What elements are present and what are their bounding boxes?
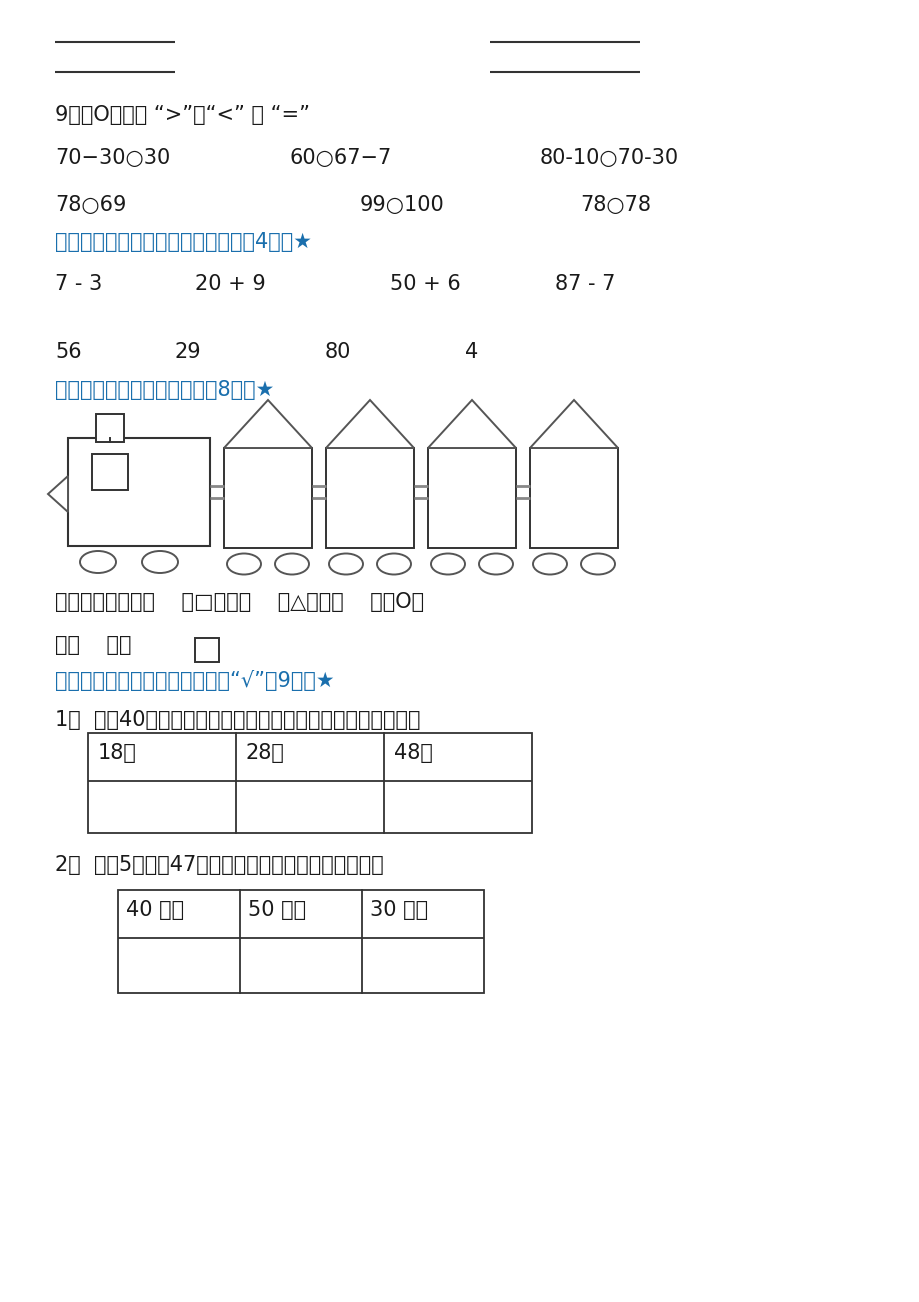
Bar (223, 448, 312, 548)
Polygon shape (223, 400, 312, 448)
Ellipse shape (142, 551, 177, 573)
Ellipse shape (275, 553, 309, 574)
Bar (92, 454, 128, 490)
Text: 4: 4 (464, 342, 478, 362)
Ellipse shape (430, 553, 464, 574)
Text: 30 座的: 30 座的 (369, 900, 427, 921)
Bar (88, 733, 531, 833)
Text: 20 + 9: 20 + 9 (195, 273, 266, 294)
Text: 有（    ）个: 有（ ）个 (55, 635, 138, 655)
Text: 9、在O里填上 “>”、“<” 或 “=”: 9、在O里填上 “>”、“<” 或 “=” (55, 105, 310, 125)
Bar (427, 448, 516, 548)
Bar (118, 891, 483, 993)
Text: 18个: 18个 (98, 743, 137, 763)
Text: 五、在你认为合适的答案下面打“√”（9分）★: 五、在你认为合适的答案下面打“√”（9分）★ (55, 671, 335, 691)
Bar (68, 437, 210, 546)
Ellipse shape (581, 553, 614, 574)
Ellipse shape (227, 553, 261, 574)
Ellipse shape (80, 551, 116, 573)
Text: 1、  梨有40个，苹果的个数比梨少得多，苹果可能有多少个？: 1、 梨有40个，苹果的个数比梨少得多，苹果可能有多少个？ (55, 710, 420, 730)
Text: 2、  三（5）班有47人去春游，坐哪辆汽车比较合适？: 2、 三（5）班有47人去春游，坐哪辆汽车比较合适？ (55, 855, 383, 875)
Text: 78○78: 78○78 (579, 195, 651, 215)
Polygon shape (529, 400, 618, 448)
Text: 80: 80 (324, 342, 351, 362)
Bar (325, 448, 414, 548)
Text: 三、把算式与得数用线段连接起来（4分）★: 三、把算式与得数用线段连接起来（4分）★ (55, 232, 312, 253)
Text: 87 - 7: 87 - 7 (554, 273, 615, 294)
Text: 50 + 6: 50 + 6 (390, 273, 460, 294)
Polygon shape (427, 400, 516, 448)
Text: 这辆小火车里有（    ）□，有（    ）△，有（    ）个O，: 这辆小火车里有（ ）□，有（ ）△，有（ ）个O， (55, 592, 424, 612)
Text: 50 座的: 50 座的 (248, 900, 306, 921)
Text: 28个: 28个 (245, 743, 285, 763)
Polygon shape (325, 400, 414, 448)
Text: 40 座的: 40 座的 (126, 900, 184, 921)
Text: 48个: 48个 (393, 743, 433, 763)
Text: 29: 29 (175, 342, 201, 362)
Ellipse shape (479, 553, 513, 574)
Text: 99○100: 99○100 (359, 195, 444, 215)
Text: 60○67−7: 60○67−7 (289, 148, 391, 168)
Text: 80-10○70-30: 80-10○70-30 (539, 148, 678, 168)
Ellipse shape (329, 553, 363, 574)
Polygon shape (48, 477, 68, 512)
Text: 56: 56 (55, 342, 82, 362)
Bar (529, 448, 618, 548)
Text: 70−30○30: 70−30○30 (55, 148, 170, 168)
Bar (195, 638, 219, 661)
Text: 78○69: 78○69 (55, 195, 126, 215)
Text: 7 - 3: 7 - 3 (55, 273, 102, 294)
Ellipse shape (532, 553, 566, 574)
Text: 四、请你数一数，填一填：（8分）★: 四、请你数一数，填一填：（8分）★ (55, 380, 274, 400)
Bar (96, 414, 124, 441)
Ellipse shape (377, 553, 411, 574)
